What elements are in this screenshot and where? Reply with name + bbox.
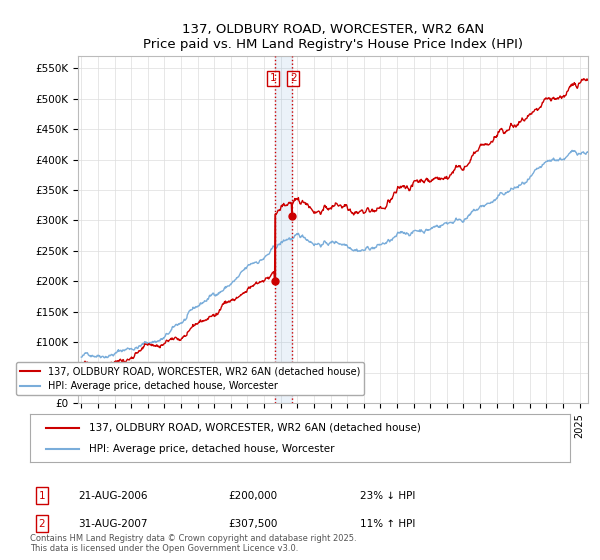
Bar <box>275 56 292 403</box>
Text: HPI: Average price, detached house, Worcester: HPI: Average price, detached house, Worc… <box>89 444 335 454</box>
Text: 21-AUG-2006: 21-AUG-2006 <box>78 491 148 501</box>
Text: 23% ↓ HPI: 23% ↓ HPI <box>360 491 415 501</box>
Text: £307,500: £307,500 <box>228 519 277 529</box>
Title: 137, OLDBURY ROAD, WORCESTER, WR2 6AN
Price paid vs. HM Land Registry's House Pr: 137, OLDBURY ROAD, WORCESTER, WR2 6AN Pr… <box>143 22 523 50</box>
Text: 11% ↑ HPI: 11% ↑ HPI <box>360 519 415 529</box>
Text: 137, OLDBURY ROAD, WORCESTER, WR2 6AN (detached house): 137, OLDBURY ROAD, WORCESTER, WR2 6AN (d… <box>89 423 421 433</box>
Legend: 137, OLDBURY ROAD, WORCESTER, WR2 6AN (detached house), HPI: Average price, deta: 137, OLDBURY ROAD, WORCESTER, WR2 6AN (d… <box>16 362 364 395</box>
Text: 2: 2 <box>290 73 296 83</box>
Text: 1: 1 <box>270 73 277 83</box>
Text: 2: 2 <box>38 519 46 529</box>
Text: 1: 1 <box>38 491 46 501</box>
Text: £200,000: £200,000 <box>228 491 277 501</box>
Text: Contains HM Land Registry data © Crown copyright and database right 2025.
This d: Contains HM Land Registry data © Crown c… <box>30 534 356 553</box>
Text: 31-AUG-2007: 31-AUG-2007 <box>78 519 148 529</box>
